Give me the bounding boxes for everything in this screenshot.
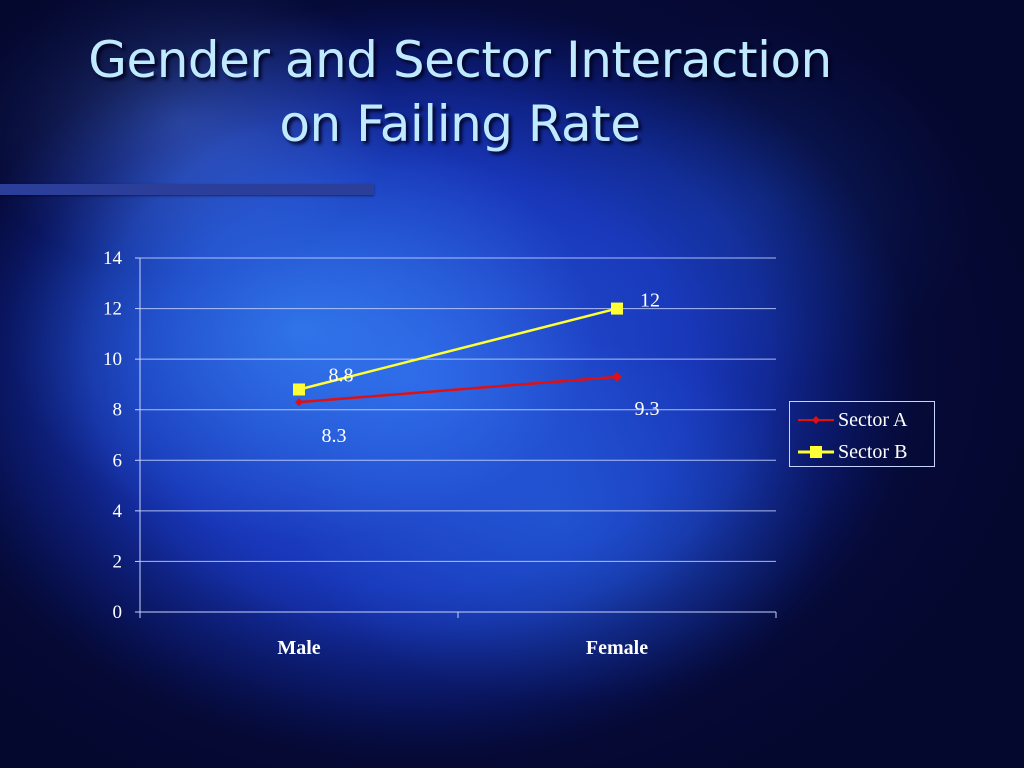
y-tick-label-10: 10: [103, 349, 122, 370]
y-tick-label-0: 0: [113, 602, 123, 623]
legend-item-sector-b: Sector B: [796, 438, 907, 466]
data-label-sector-b-female: 12: [640, 290, 660, 312]
legend-swatch-sector-a: [798, 416, 834, 424]
data-point-sector-a-male: [295, 398, 303, 407]
slide-title-line-2: on Failing Rate: [279, 95, 641, 153]
y-tick-label-8: 8: [113, 400, 123, 421]
legend-label-sector-a: Sector A: [838, 408, 908, 431]
chart-series: [293, 302, 623, 407]
slide-title-line-1: Gender and Sector Interaction: [88, 31, 832, 89]
slide-title: Gender and Sector Interaction on Failing…: [0, 28, 920, 156]
title-underline-bar: [0, 184, 374, 195]
data-label-sector-a-female: 9.3: [635, 398, 660, 420]
x-category-label-female: Female: [586, 637, 648, 659]
legend-swatch-sector-b: [798, 446, 834, 458]
x-category-label-male: Male: [277, 637, 320, 659]
data-point-sector-a-female: [612, 371, 622, 382]
chart-legend: Sector A Sector B: [789, 401, 935, 467]
data-label-sector-b-male: 8.8: [329, 364, 354, 386]
y-tick-label-4: 4: [113, 501, 123, 522]
data-point-sector-b-male: [293, 383, 305, 396]
legend-label-sector-b: Sector B: [838, 440, 908, 463]
data-label-sector-a-male: 8.3: [322, 425, 347, 447]
series-line-sector-b: [298, 307, 618, 391]
data-point-sector-b-female: [611, 302, 623, 315]
chart-gridlines: [140, 257, 776, 562]
chart-axes: [135, 257, 777, 618]
y-tick-label-12: 12: [103, 299, 122, 320]
chart-data-labels: 8.3 9.3 8.8 12: [322, 290, 661, 448]
y-tick-label-14: 14: [103, 248, 123, 269]
chart-tick-labels: 0 2 4 6 8 10 12 14 Male Female: [103, 248, 648, 659]
legend-item-sector-a: Sector A: [796, 406, 907, 434]
y-tick-label-2: 2: [113, 551, 123, 572]
series-line-sector-a: [298, 375, 618, 404]
y-tick-label-6: 6: [113, 450, 123, 471]
